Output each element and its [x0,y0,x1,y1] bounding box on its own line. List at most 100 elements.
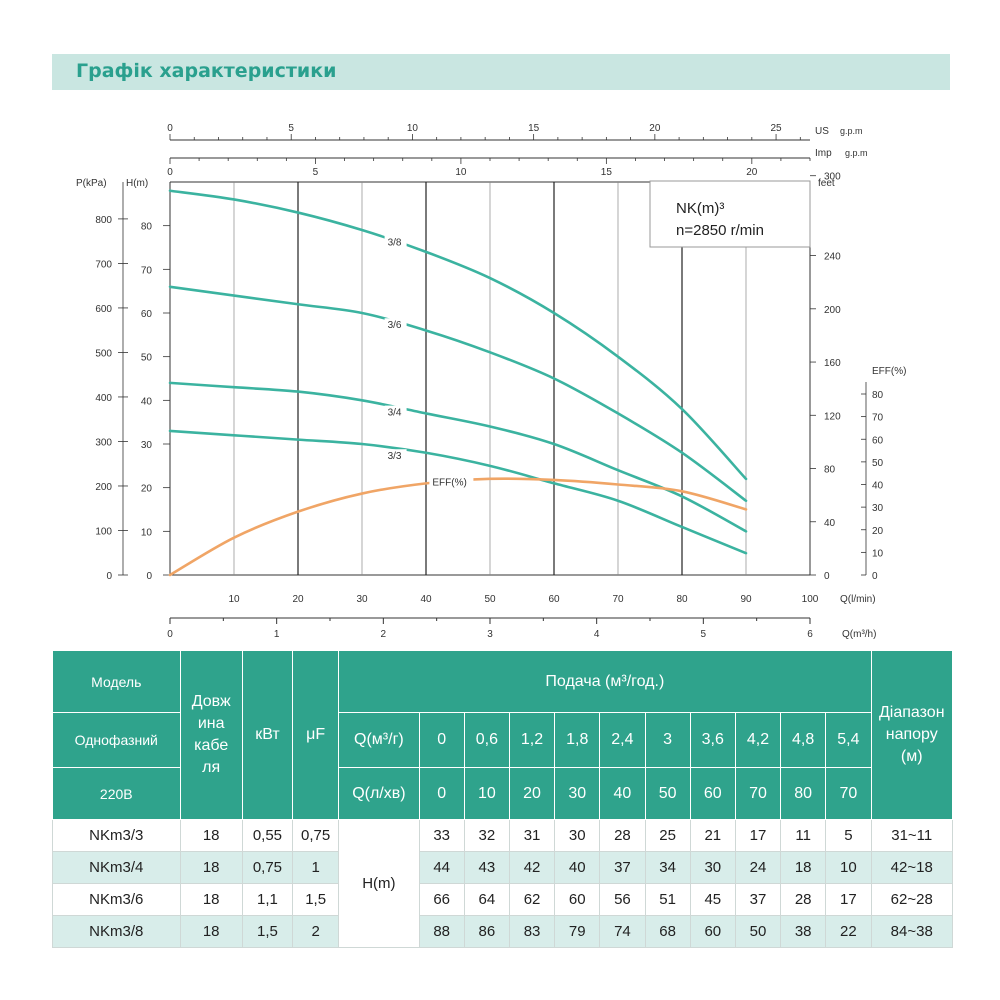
pressure-tick-label: 400 [95,393,112,404]
head-value-cell: 56 [599,883,646,916]
head-value-cell: 17 [734,819,782,852]
head-value-cell: 18 [780,851,827,884]
imp-gpm-tick-label: 0 [167,167,173,178]
q-lmin-axis-label: Q(l/min) [840,594,876,605]
series-label-bg [384,235,407,249]
head-value-cell: 22 [825,915,872,948]
head-value-cell: 28 [780,883,827,916]
us-gpm-tick-label: 25 [770,123,782,134]
head-value-cell: 64 [463,883,510,916]
head-tick-label: 40 [141,396,153,407]
head-tick-label: 60 [141,309,153,320]
imp-gpm-tick-label: 5 [313,167,319,178]
head-value-cell: 30 [554,819,601,852]
us-gpm-tick-label: 0 [167,123,173,134]
head-value-cell: 79 [554,915,601,948]
kw-cell: 1,1 [241,883,294,916]
table-row: NKm3/8 18 1,5 2 88 86 83 79 74 68 60 50 38 22 84~38 [52,915,953,948]
head-value-cell: 31 [508,819,556,852]
model-cell: NKm3/8 [52,915,181,948]
head-tick-label: 0 [146,571,152,582]
range-cell: 42~18 [870,851,953,884]
q-m3h-tick-label: 2 [381,629,387,640]
q-m3-value: 0,6 [463,712,510,768]
pressure-tick-label: 0 [106,571,112,582]
head-label-cell: H(m) [338,819,420,948]
feet-tick-label: 200 [824,305,841,316]
imp-gpm-tick-label: 20 [746,167,758,178]
model-header: Модель [52,650,181,713]
q-lmin-tick-label: 10 [228,594,240,605]
cable-cell: 18 [179,883,243,916]
series-label: 3/3 [388,451,402,462]
head-value-cell: 37 [734,883,782,916]
q-m3h-tick-label: 3 [487,629,493,640]
range-cell: 84~38 [870,915,953,948]
imp-gpm-tick-label: 10 [455,167,467,178]
uf-cell: 2 [292,915,340,948]
q-m3-value: 4,2 [734,712,782,768]
head-value-cell: 66 [418,883,465,916]
series-line-3-6 [168,285,748,503]
pressure-axis-label: P(kPa) [76,178,107,189]
head-value-cell: 74 [599,915,646,948]
head-value-cell: 33 [418,819,465,852]
head-value-cell: 25 [644,819,691,852]
table-header-row: 220В Q(л/хв) 0 10 20 30 40 50 60 70 80 70 [52,767,953,820]
us-gpm-tick-label: 10 [407,123,419,134]
page-title: Графік характеристики [76,60,337,82]
q-m3h-tick-label: 4 [594,629,600,640]
head-value-cell: 45 [689,883,736,916]
q-lmin-value: 30 [554,767,601,820]
q-m3-value: 2,4 [599,712,646,768]
pressure-tick-label: 800 [95,215,112,226]
table-header-row: Однофазний Q(м³/г) 0 0,6 1,2 1,8 2,4 3 3,6 4,2 4,8… [52,712,953,768]
eff-tick-label: 60 [872,435,884,446]
eff-tick-label: 0 [872,571,878,582]
series-line-3-8 [168,189,748,481]
head-value-cell: 24 [734,851,782,884]
cable-cell: 18 [179,819,243,852]
eff-tick-label: 10 [872,548,884,559]
uf-header: μF [292,650,340,820]
q-lmin-value: 10 [463,767,510,820]
series-line-3-3 [168,429,748,555]
pressure-tick-label: 700 [95,259,112,270]
feet-tick-label: 120 [824,411,841,422]
kw-cell: 0,55 [241,819,294,852]
eff-tick-label: 50 [872,458,884,469]
q-lmin-tick-label: 100 [802,594,819,605]
us-gpm-label: US [815,126,829,137]
series-label-bg [384,405,407,419]
head-value-cell: 5 [825,819,872,852]
head-range-header: Діапазон напору (м) [870,650,953,820]
head-value-cell: 86 [463,915,510,948]
q-m3h-tick-label: 6 [807,629,813,640]
eff-tick-label: 80 [872,390,884,401]
q-m3h-tick-label: 5 [701,629,707,640]
head-value-cell: 43 [463,851,510,884]
q-m3h-axis-label: Q(m³/h) [842,629,876,640]
series-label-bg [384,318,407,332]
imp-gpm-tick-label: 15 [601,167,613,178]
pressure-tick-label: 600 [95,304,112,315]
q-lmin-tick-label: 50 [484,594,496,605]
q-lmin-tick-label: 80 [676,594,688,605]
kw-cell: 1,5 [241,915,294,948]
table-row: NKm3/4 18 0,75 1 44 43 42 40 37 34 30 24 18 10 42~18 [52,851,953,884]
model-cell: NKm3/3 [52,819,181,852]
cable-cell: 18 [179,851,243,884]
series-label-bg [384,449,407,463]
head-axis-label: H(m) [126,178,148,189]
eff-tick-label: 40 [872,481,884,492]
model-cell: NKm3/4 [52,851,181,884]
head-value-cell: 51 [644,883,691,916]
head-value-cell: 83 [508,915,556,948]
pressure-tick-label: 500 [95,348,112,359]
legend-model: NK(m)³ [676,200,724,217]
series-line-3-4 [168,381,748,533]
imp-gpm-label: Imp [815,148,832,159]
kw-cell: 0,75 [241,851,294,884]
feet-tick-label: 300 [824,172,841,183]
cable-length-header: Довж ина кабе ля [179,650,243,820]
